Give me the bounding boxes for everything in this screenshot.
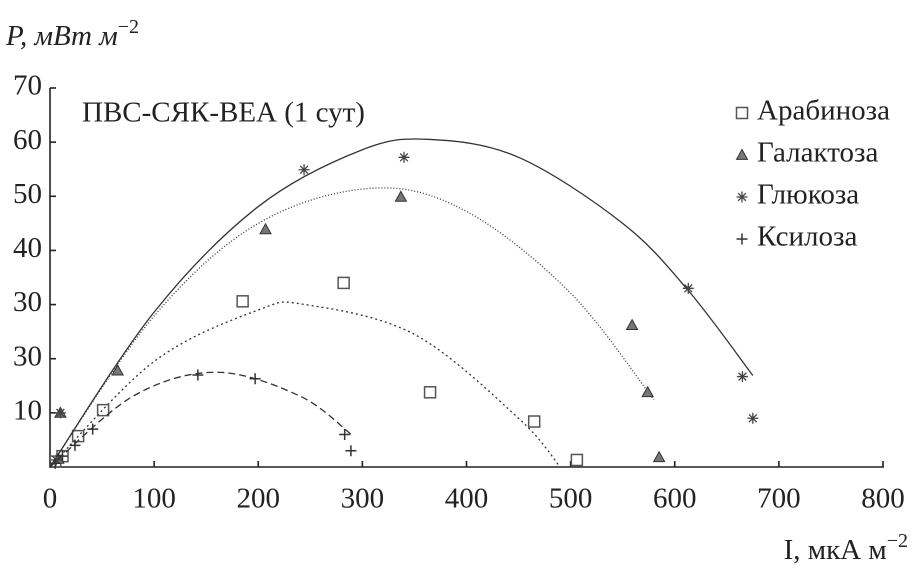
legend-marker <box>736 191 748 203</box>
point <box>96 403 110 417</box>
point <box>111 364 125 376</box>
point <box>339 429 351 441</box>
point <box>50 454 62 466</box>
point <box>398 151 410 163</box>
y-axis-label-text: P, мВт м <box>5 20 118 52</box>
legend-label: Арабиноза <box>757 95 890 127</box>
y-tick-label: 40 <box>13 232 42 264</box>
point <box>652 450 666 463</box>
point <box>394 190 408 202</box>
y-tick-label: 30 <box>13 340 42 372</box>
x-axis-label-sup: −2 <box>887 530 908 552</box>
point <box>423 386 437 399</box>
x-tick-label: 500 <box>549 483 593 515</box>
x-tick-label: 100 <box>132 483 176 515</box>
legend-marker <box>735 148 749 160</box>
point <box>570 453 584 467</box>
point <box>249 373 261 385</box>
x-tick-label: 800 <box>861 483 905 515</box>
legend-label: Галактоза <box>757 137 878 169</box>
y-tick-label: 10 <box>13 395 42 427</box>
point <box>54 407 66 419</box>
point <box>345 445 357 457</box>
point <box>56 450 68 462</box>
point <box>298 164 310 176</box>
fit-curve <box>49 371 353 468</box>
point <box>527 415 541 428</box>
point <box>682 282 694 294</box>
point <box>236 295 249 308</box>
point <box>337 276 350 290</box>
y-tick-label: 60 <box>13 124 42 156</box>
y-axis-label: P, мВт м−2 <box>5 16 139 52</box>
x-tick-label: 700 <box>757 483 801 515</box>
x-tick-label: 200 <box>237 483 281 515</box>
point <box>49 457 61 469</box>
fit-curve <box>49 138 754 468</box>
x-axis-label: I, мкА м−2 <box>784 530 908 566</box>
point <box>736 371 748 383</box>
point <box>192 369 204 381</box>
legend-label: Ксилоза <box>757 221 857 253</box>
x-axis-label-text: I, мкА м <box>784 534 887 566</box>
point <box>69 439 81 451</box>
annotation: ПВС-СЯК-ВЕА (1 сут) <box>82 97 365 129</box>
point <box>259 222 272 235</box>
y-tick-label: 30 <box>13 286 42 318</box>
legend-marker <box>735 106 749 120</box>
x-tick-label: 600 <box>653 483 697 515</box>
legend-label: Глюкоза <box>757 179 859 211</box>
y-tick-label: 50 <box>13 178 42 210</box>
fit-curve <box>49 187 655 468</box>
y-axis-label-sup: −2 <box>118 16 139 38</box>
point <box>625 318 639 331</box>
point <box>87 423 99 435</box>
y-tick-label: 70 <box>13 70 42 102</box>
x-tick-label: 300 <box>341 483 385 515</box>
fit-curve <box>49 301 561 468</box>
x-tick-label: 0 <box>43 483 58 515</box>
legend-marker <box>736 233 748 245</box>
x-tick-label: 400 <box>445 483 489 515</box>
point <box>747 412 759 424</box>
point <box>641 385 655 398</box>
